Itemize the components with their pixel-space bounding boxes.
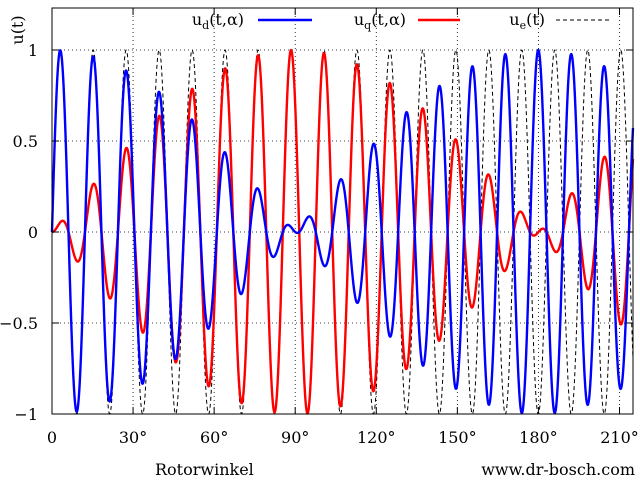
x-tick-label: 60° <box>200 428 228 447</box>
legend-label-ue: ue(t) <box>509 10 545 32</box>
y-tick-label: 1 <box>28 41 38 60</box>
x-tick-label: 210° <box>600 428 639 447</box>
y-tick-label: −1 <box>14 405 38 424</box>
x-tick-label: 30° <box>119 428 147 447</box>
x-tick-label: 150° <box>438 428 477 447</box>
y-axis-ticks: 1 0.5 0 −0.5 −1 <box>0 41 633 424</box>
legend-label-uq: uq(t,α) <box>354 10 406 32</box>
plot-frame <box>51 7 634 415</box>
legend-label-ud: ud(t,α) <box>192 10 244 32</box>
x-axis-ticks: 0 30° 60° 90° 120° 150° 180° 210° <box>47 8 639 447</box>
y-tick-label: −0.5 <box>0 314 38 333</box>
x-tick-label: 120° <box>357 428 396 447</box>
credit-text: www.dr-bosch.com <box>481 460 635 479</box>
y-axis-label: u(t) <box>8 15 27 44</box>
y-tick-label: 0.5 <box>13 132 38 151</box>
x-tick-label: 180° <box>519 428 558 447</box>
series-line-ud <box>50 48 635 415</box>
y-tick-label: 0 <box>28 223 38 242</box>
x-tick-label: 90° <box>281 428 309 447</box>
x-axis-label: Rotorwinkel <box>155 460 254 479</box>
plot-area <box>50 48 635 415</box>
series-line-ue <box>51 49 634 415</box>
legend: ud(t,α) uq(t,α) ue(t) <box>192 10 611 32</box>
x-tick-label: 0 <box>47 428 57 447</box>
